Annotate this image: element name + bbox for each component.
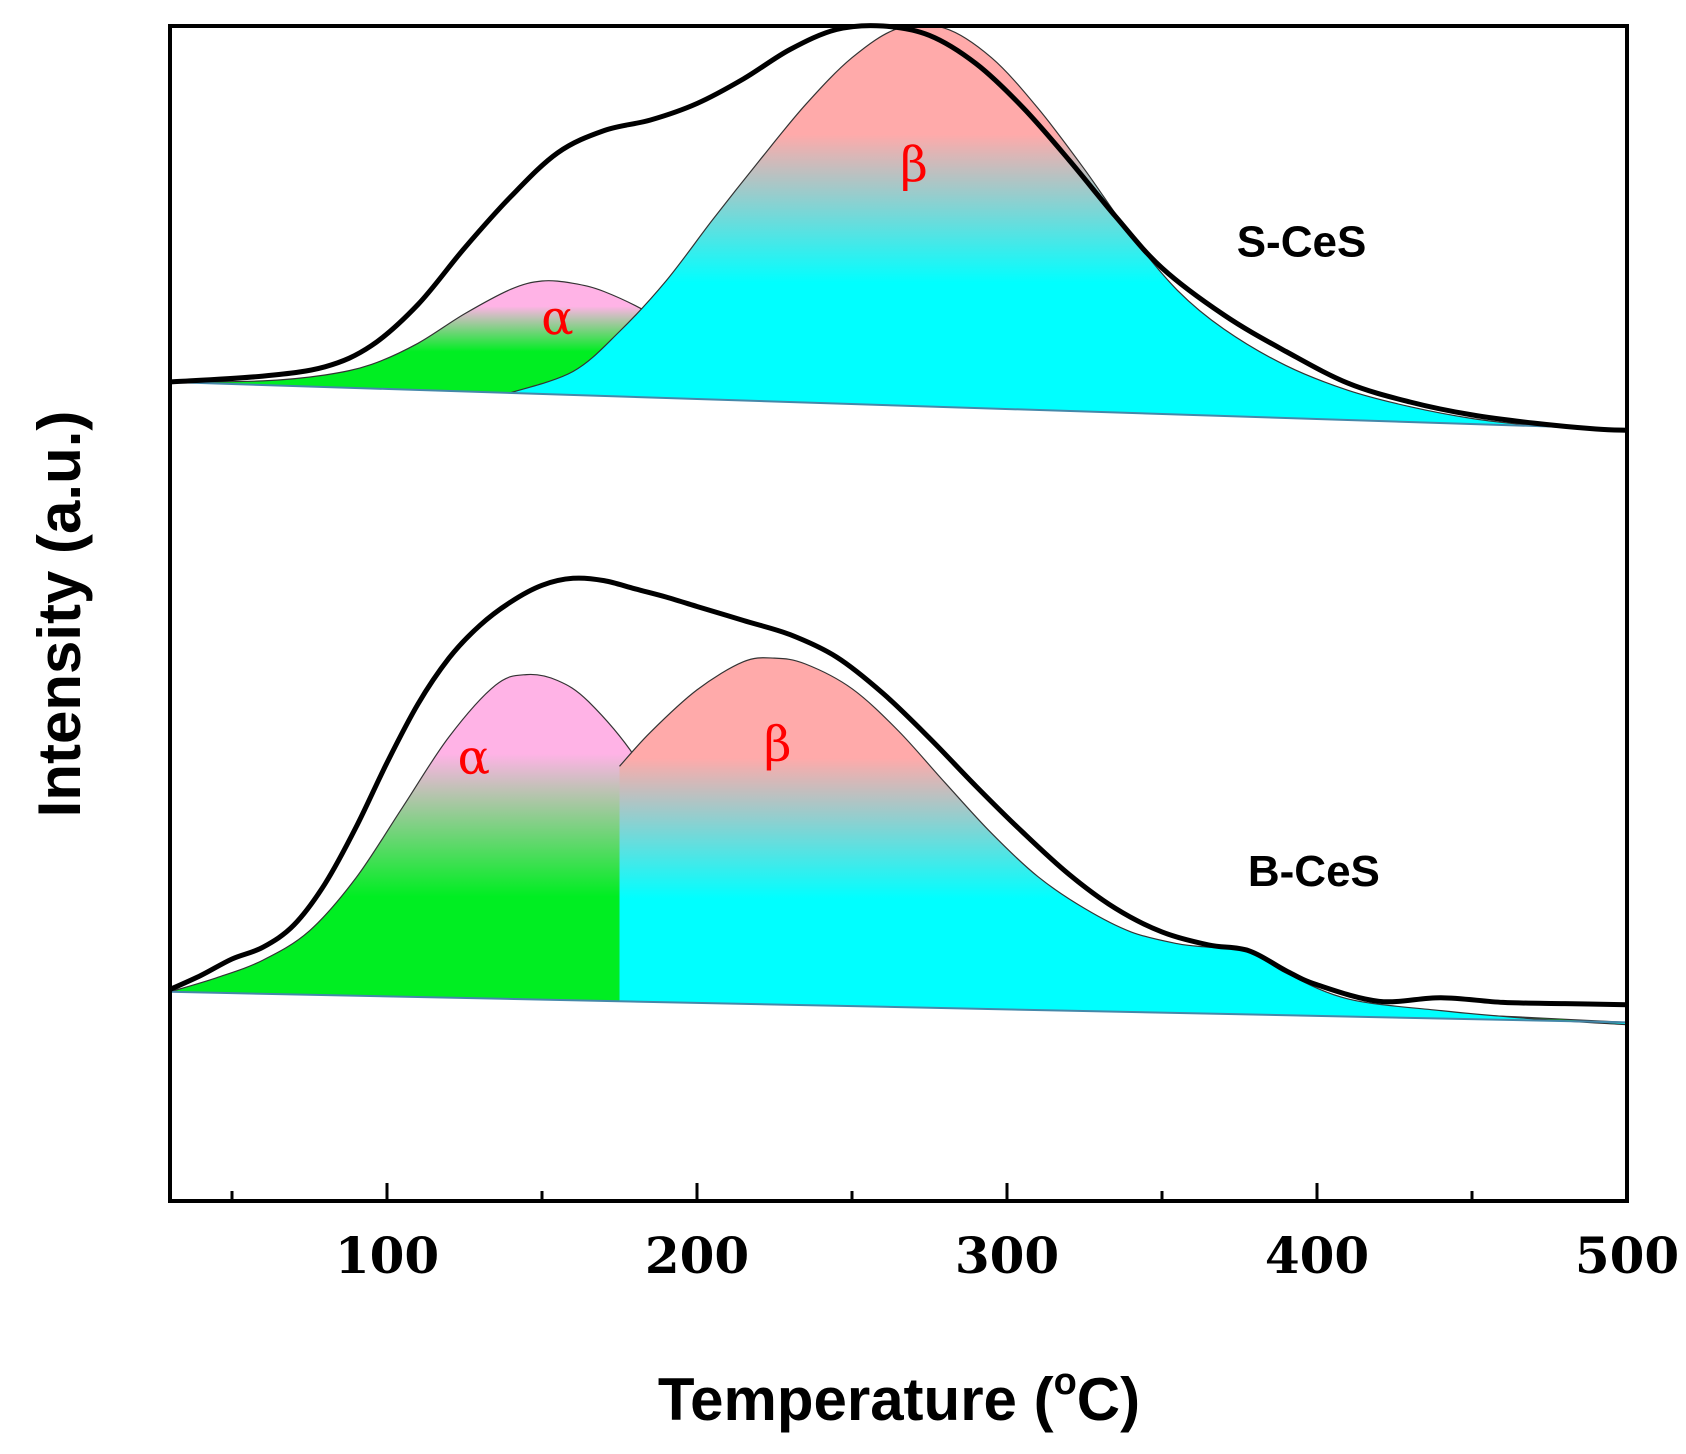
x-axis-title-degree: o (1054, 1361, 1077, 1403)
x-axis-title-unit: C) (1077, 1366, 1140, 1433)
x-tick-label: 400 (1265, 1226, 1369, 1285)
peak-beta-outline (510, 24, 1628, 431)
baseline-line (169, 381, 1628, 430)
x-axis-title: Temperature (oC) (658, 1361, 1140, 1433)
envelope-line (168, 575, 1628, 1008)
y-axis-title: Intensity (a.u.) (26, 411, 93, 818)
peak-alpha-area (170, 674, 1627, 1023)
sample-s-ces (169, 23, 1628, 433)
peak-beta-area (511, 24, 1627, 431)
x-tick-label: 100 (335, 1226, 439, 1285)
sample-b-ces (168, 575, 1628, 1026)
baseline-line (169, 990, 1628, 1024)
plot-area (168, 23, 1628, 1026)
peak-label-beta: β (900, 137, 928, 193)
x-tick-label: 500 (1575, 1226, 1679, 1285)
plot-frame (168, 24, 1629, 1203)
peak-beta-outline (619, 657, 1628, 1026)
peak-label-alpha: α (458, 729, 490, 785)
peak-label-beta: β (764, 716, 792, 772)
sample-label-b-ces: B-CeS (1248, 847, 1380, 896)
peak-label-alpha: α (541, 290, 573, 346)
x-axis-title-text: Temperature ( (658, 1366, 1054, 1433)
peak-beta-area (619, 657, 1627, 1025)
x-tick-label: 200 (645, 1226, 749, 1285)
annotations: α β S-CeS α β B-CeS (458, 137, 1380, 896)
x-tick-label: 300 (955, 1226, 1059, 1285)
sample-label-s-ces: S-CeS (1237, 217, 1367, 266)
x-axis-ticks: 100 200 300 400 500 (230, 1183, 1679, 1285)
